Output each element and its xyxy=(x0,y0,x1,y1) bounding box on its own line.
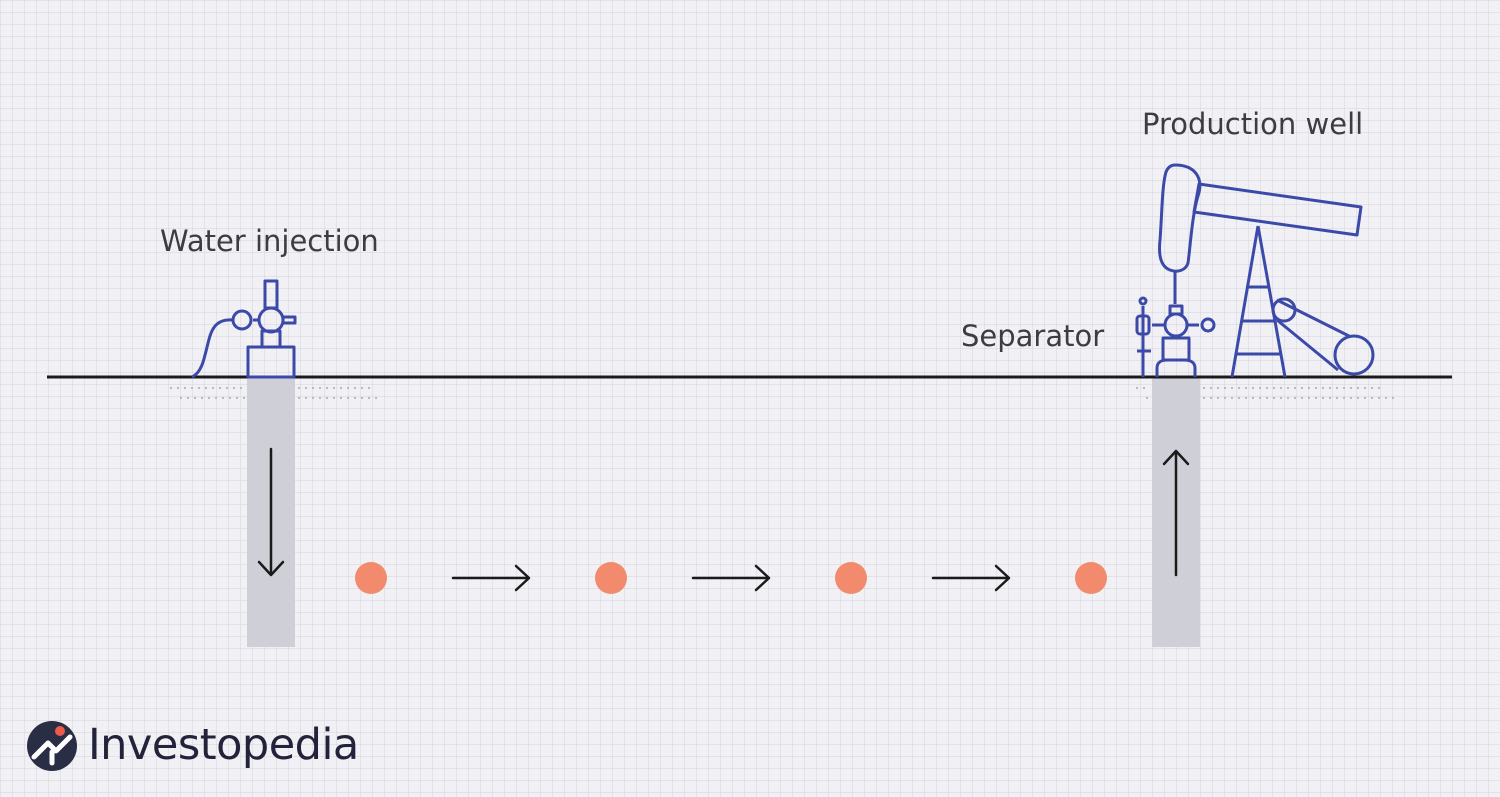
upward-flow-arrow xyxy=(1162,449,1190,577)
horizontal-flow-arrow xyxy=(451,564,531,592)
oil-droplet xyxy=(1075,562,1107,594)
soil-texture-right xyxy=(1136,387,1395,399)
investopedia-logo-icon xyxy=(27,721,77,771)
pump-jack-icon xyxy=(1158,163,1375,378)
separator-icon xyxy=(1135,296,1216,377)
horizontal-flow-arrow xyxy=(691,564,771,592)
oil-droplet xyxy=(595,562,627,594)
downward-flow-arrow xyxy=(257,447,285,577)
production-well-label: Production well xyxy=(1142,107,1364,141)
separator-label: Separator xyxy=(961,319,1105,353)
oil-droplet xyxy=(835,562,867,594)
horizontal-flow-arrow xyxy=(931,564,1011,592)
soil-texture-left xyxy=(170,387,380,399)
oil-droplet xyxy=(355,562,387,594)
brand-wordmark: Investopedia xyxy=(88,720,359,770)
water-injection-label: Water injection xyxy=(160,224,379,258)
injection-wellhead-icon xyxy=(191,279,297,379)
